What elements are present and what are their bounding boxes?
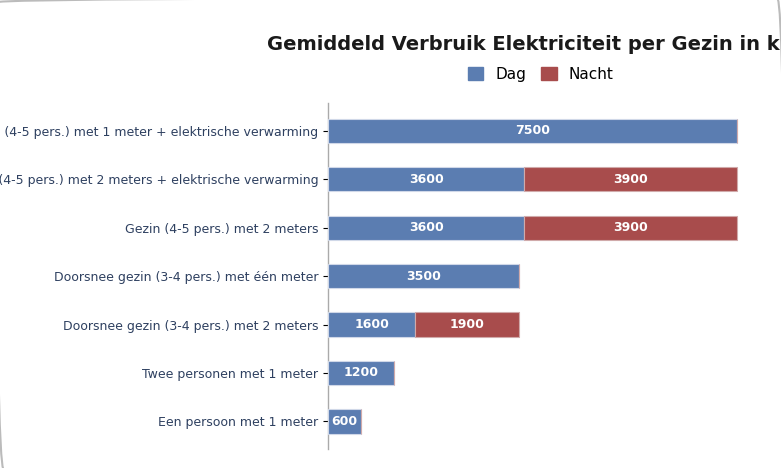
Bar <box>525 216 737 240</box>
Title: Gemiddeld Verbruik Elektriciteit per Gezin in kWh: Gemiddeld Verbruik Elektriciteit per Gez… <box>267 35 781 54</box>
Bar <box>328 216 525 240</box>
Bar <box>415 313 519 336</box>
Text: 600: 600 <box>331 415 358 428</box>
Text: 1200: 1200 <box>344 366 378 380</box>
Text: 3900: 3900 <box>614 221 648 234</box>
Bar <box>328 313 415 336</box>
Bar <box>525 167 737 191</box>
Text: 1600: 1600 <box>355 318 389 331</box>
Text: 3500: 3500 <box>406 270 441 283</box>
Legend: Dag, Nacht: Dag, Nacht <box>463 62 619 87</box>
Text: 3900: 3900 <box>614 173 648 186</box>
Bar <box>328 119 737 143</box>
Bar <box>328 167 525 191</box>
Text: 7500: 7500 <box>515 124 550 137</box>
Bar <box>328 361 394 385</box>
Bar <box>328 410 361 433</box>
Text: 3600: 3600 <box>409 221 444 234</box>
Text: 1900: 1900 <box>450 318 485 331</box>
Text: 3600: 3600 <box>409 173 444 186</box>
Bar <box>328 264 519 288</box>
